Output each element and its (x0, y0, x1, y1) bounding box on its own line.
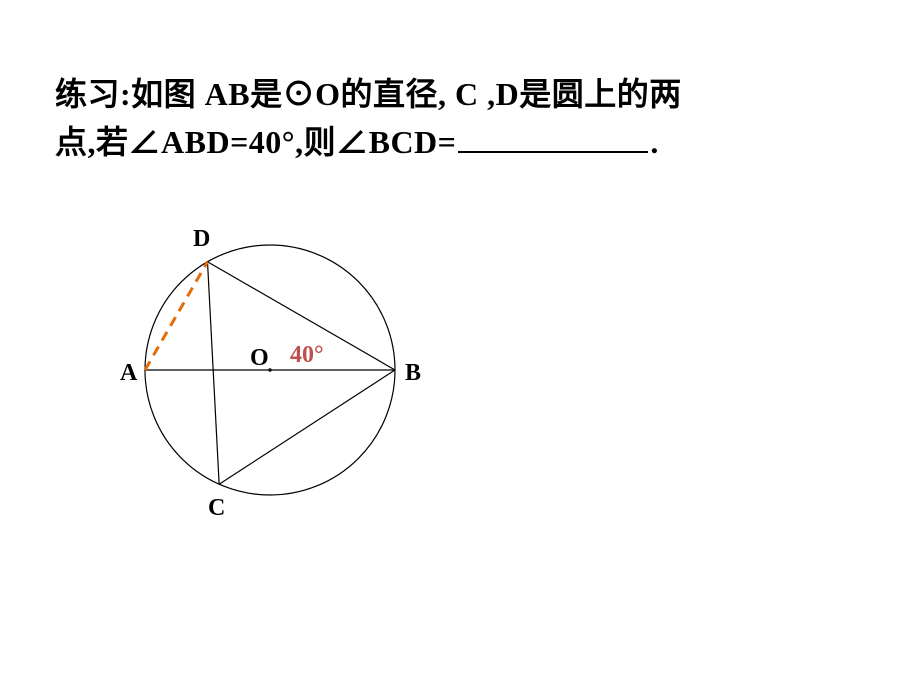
text-period: . (650, 124, 659, 160)
circle-symbol: ⊙ (283, 76, 316, 112)
label-C: C (208, 495, 225, 521)
problem-statement: 练习:如图 AB是⊙O的直径, C ,D是圆上的两 点,若∠ABD=40°,则∠… (55, 70, 880, 166)
text-seg-2: O的直径, C ,D是圆上的两 (315, 76, 682, 112)
line-CB (219, 370, 395, 484)
text-seg-3: 点,若∠ABD=40°,则∠BCD= (55, 124, 456, 160)
label-angle-40: 40° (290, 342, 324, 368)
label-O: O (250, 345, 269, 371)
label-A: A (120, 360, 138, 386)
label-B: B (405, 360, 421, 386)
label-D: D (193, 226, 210, 252)
line-DC (208, 262, 220, 484)
answer-blank (458, 119, 648, 153)
line-AD-dashed (145, 262, 208, 370)
text-seg-1: 练习:如图 AB是 (55, 76, 283, 112)
geometry-diagram: D O A B C 40° (100, 200, 440, 540)
